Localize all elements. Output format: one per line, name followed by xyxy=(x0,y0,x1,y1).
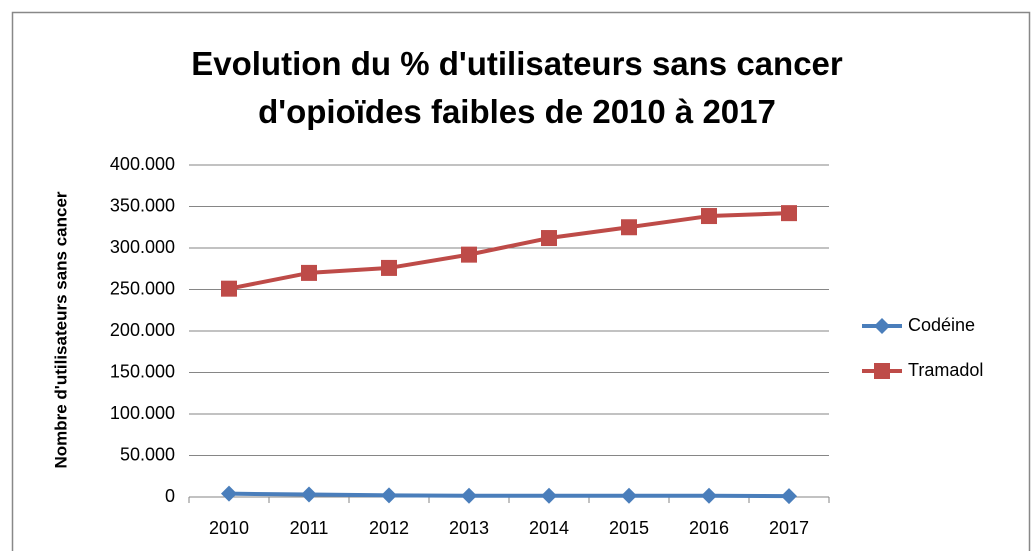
data-point xyxy=(381,487,397,504)
x-tick-label: 2013 xyxy=(449,518,489,538)
data-point xyxy=(461,487,477,504)
data-point xyxy=(701,487,717,504)
x-tick-label: 2012 xyxy=(369,518,409,538)
x-tick-label: 2014 xyxy=(529,518,569,538)
x-tick-label: 2010 xyxy=(209,518,249,538)
data-point xyxy=(221,280,237,297)
series-line xyxy=(228,211,790,291)
data-point xyxy=(781,488,797,505)
x-tick-label: 2017 xyxy=(769,518,809,538)
y-tick-label: 250.000 xyxy=(110,278,175,298)
data-point xyxy=(781,205,797,222)
data-point xyxy=(301,486,317,503)
data-point xyxy=(461,246,477,263)
data-point xyxy=(541,487,557,504)
data-point xyxy=(301,264,317,281)
y-tick-label: 400.000 xyxy=(110,154,175,174)
x-tick-label: 2015 xyxy=(609,518,649,538)
chart-title: Evolution du % d'utilisateurs sans cance… xyxy=(191,45,843,130)
legend-label: Codéine xyxy=(908,315,975,335)
y-tick-label: 150.000 xyxy=(110,361,175,381)
x-tick-label: 2016 xyxy=(689,518,729,538)
data-point xyxy=(621,219,637,236)
data-point xyxy=(541,230,557,247)
y-tick-label: 100.000 xyxy=(110,403,175,423)
y-tick-label: 300.000 xyxy=(110,237,175,257)
chart-frame xyxy=(11,11,1031,551)
data-point xyxy=(621,487,637,504)
x-tick-label: 2011 xyxy=(290,518,329,538)
data-point xyxy=(221,485,237,502)
y-tick-label: 0 xyxy=(165,486,175,506)
y-tick-label: 200.000 xyxy=(110,320,175,340)
legend-marker xyxy=(874,363,890,379)
legend-label: Tramadol xyxy=(908,360,983,380)
legend-marker xyxy=(874,318,890,334)
y-tick-label: 350.000 xyxy=(110,195,175,215)
series-line xyxy=(228,491,790,499)
y-tick-label: 50.000 xyxy=(120,444,175,464)
data-point xyxy=(381,259,397,276)
y-axis-label: Nombre d'utilisateurs sans cancer xyxy=(51,191,70,468)
data-point xyxy=(701,208,717,225)
